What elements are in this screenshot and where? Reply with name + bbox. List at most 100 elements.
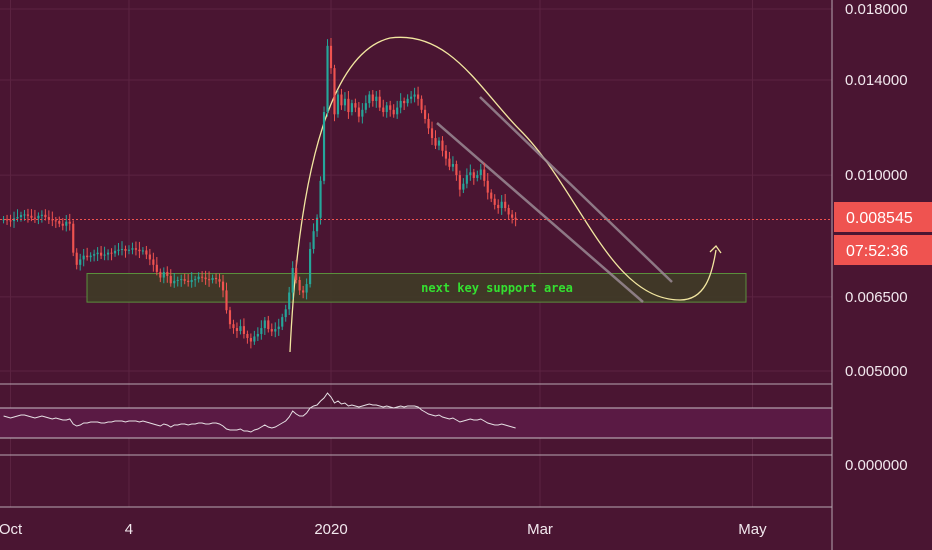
candle-body [479, 169, 482, 176]
candle-body [483, 169, 486, 181]
candle-body [127, 249, 131, 251]
candle-body [225, 290, 228, 311]
candle-body [187, 280, 190, 283]
candle-body [124, 248, 127, 251]
candle-body [134, 248, 138, 250]
candle-body [23, 214, 26, 216]
candle-body [68, 221, 71, 224]
candle-body [511, 214, 514, 218]
candle-body [159, 271, 162, 278]
candle-body [232, 324, 235, 329]
candle-body [117, 249, 120, 251]
time-tick-label: Mar [527, 521, 553, 538]
last-price-value: 0.008545 [846, 210, 913, 227]
candle-body [403, 100, 406, 104]
candle-body [434, 138, 437, 146]
candle-body [399, 100, 402, 108]
candle-body [256, 333, 259, 337]
candle-body [385, 105, 388, 113]
candle-body [302, 290, 305, 293]
candle-body [263, 320, 266, 329]
rsi-band [0, 408, 832, 438]
candle-body [396, 107, 399, 115]
candle-body [82, 255, 85, 260]
candle-body [406, 98, 409, 104]
candle-body [30, 215, 33, 218]
candle-body [110, 252, 113, 254]
candle-body [340, 94, 343, 106]
channel-upper-line[interactable] [479, 96, 673, 283]
candle-body [430, 128, 434, 139]
candle-body [79, 259, 82, 265]
candle-body [465, 175, 468, 184]
countdown-value: 07:52:36 [846, 243, 908, 260]
candle-body [194, 279, 197, 281]
channel-lower-line[interactable] [436, 122, 644, 303]
time-axis[interactable]: Oct 4 2020 Mar May [0, 521, 767, 538]
candle-body [58, 221, 61, 224]
candle-body [305, 284, 308, 293]
candle-body [336, 94, 340, 115]
candle-body [312, 231, 315, 249]
projection-curve[interactable] [289, 36, 717, 353]
last-price-badge: 0.008545 07:52:36 [834, 202, 932, 265]
candle-body [54, 220, 57, 222]
candle-body [33, 217, 36, 219]
candle-body [106, 252, 110, 255]
candle-body [451, 164, 454, 167]
candle-body [343, 98, 347, 106]
candle-body [201, 276, 204, 278]
candle-body [298, 279, 301, 291]
candle-body [392, 109, 395, 115]
price-axis[interactable]: 0.018000 0.014000 0.010000 0.006500 0.005000… [845, 1, 908, 474]
candle-body [93, 254, 96, 256]
candle-body [469, 172, 472, 176]
price-tick-label: 0.010000 [845, 167, 908, 184]
candle-body [476, 175, 479, 178]
candle-body [507, 208, 510, 215]
candle-body [291, 267, 294, 293]
candle-body [458, 175, 461, 190]
candle-body [37, 215, 40, 219]
candle-body [40, 214, 43, 216]
candle-body [441, 140, 444, 151]
time-tick-label: Oct [0, 521, 23, 538]
time-tick-label: 2020 [314, 521, 347, 538]
candle-body [148, 254, 151, 260]
candle-body [61, 223, 64, 226]
candle-body [270, 329, 273, 332]
candle-body [281, 317, 284, 327]
candle-body [249, 337, 252, 342]
candle-body [9, 220, 12, 222]
time-tick-label: May [738, 521, 767, 538]
candle-body [176, 279, 179, 281]
candle-body [152, 259, 155, 265]
candle-body [141, 250, 144, 252]
support-zone[interactable] [86, 272, 747, 303]
candle-body [19, 215, 23, 218]
candlestick-series [2, 38, 517, 349]
candle-body [368, 94, 371, 104]
candle-body [214, 277, 218, 280]
last-price-badge-box [834, 202, 932, 232]
candle-body [169, 275, 172, 284]
candle-body [274, 329, 277, 332]
candle-body [472, 172, 475, 178]
candle-body [89, 255, 92, 258]
candle-body [183, 279, 186, 281]
price-tick-label: 0.006500 [845, 289, 908, 306]
candle-body [260, 328, 263, 334]
support-zone-label: next key support area [421, 281, 573, 295]
candle-body [86, 255, 89, 258]
candle-body [378, 96, 381, 108]
candle-body [493, 198, 496, 205]
candle-body [26, 214, 30, 216]
rsi-tick-label: 0.000000 [845, 457, 908, 474]
candle-body [246, 333, 249, 338]
candle-body [239, 326, 242, 332]
candle-body [444, 150, 448, 159]
rsi-line [3, 392, 516, 433]
candle-body [350, 103, 353, 113]
time-tick-label: 4 [125, 521, 133, 538]
